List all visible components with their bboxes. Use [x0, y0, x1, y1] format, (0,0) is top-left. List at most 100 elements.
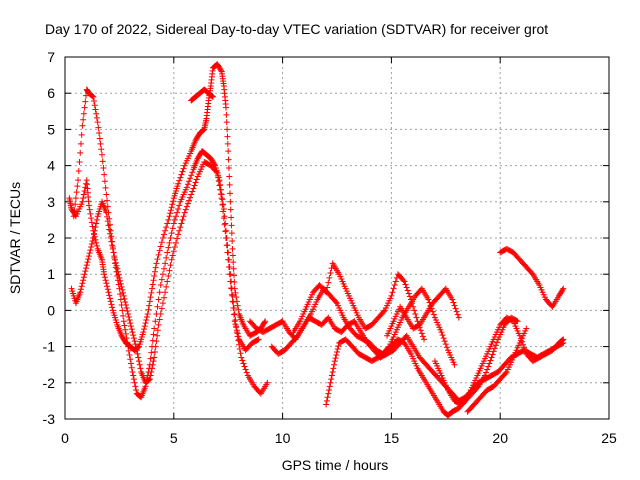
track-3-point: [169, 252, 176, 259]
track-8-point: [324, 394, 331, 401]
track-2-point: [132, 383, 139, 390]
track-2-point: [76, 158, 83, 165]
track-3-point: [93, 220, 100, 227]
track-2-point: [94, 119, 101, 126]
track-3-point: [93, 216, 100, 223]
track-11-point: [513, 317, 520, 324]
y-tick-label: -1: [43, 339, 56, 355]
track-2-point: [70, 213, 77, 220]
x-tick-label: 10: [275, 430, 291, 446]
track-9-point: [454, 311, 461, 318]
track-7-point: [405, 290, 412, 297]
track-3-point: [235, 333, 242, 340]
track-2-point: [187, 175, 194, 182]
track-3-point: [91, 227, 98, 234]
track-7-point: [392, 278, 399, 285]
track-1-point: [104, 283, 111, 290]
track-2-point: [168, 230, 175, 237]
track-2-point: [238, 354, 245, 361]
track-6-point: [442, 341, 449, 348]
track-2-point: [241, 363, 248, 370]
track-1-point: [147, 294, 154, 301]
track-7-point: [417, 327, 424, 334]
track-3-point: [106, 226, 113, 233]
track-11-point: [491, 345, 498, 352]
track-1-point: [167, 207, 174, 214]
track-1-point: [161, 231, 168, 238]
track-2-point: [101, 178, 108, 185]
track-1-point: [83, 180, 90, 187]
track-3-point: [126, 317, 133, 324]
track-2-point: [169, 225, 176, 232]
track-2-point: [161, 265, 168, 272]
track-1-point: [157, 243, 164, 250]
track-1-point: [141, 323, 148, 330]
track-2-point: [91, 102, 98, 109]
track-2-point: [183, 184, 190, 191]
track-3-point: [163, 283, 170, 290]
track-3-point: [145, 377, 152, 384]
track-3-point: [193, 176, 200, 183]
track-3-point: [123, 304, 130, 311]
track-3-point: [175, 231, 182, 238]
track-1-point: [163, 224, 170, 231]
track-1-point: [153, 260, 160, 267]
track-3-point: [166, 267, 173, 274]
track-3-point: [131, 338, 138, 345]
track-3-point: [105, 222, 112, 229]
y-tick-label: 3: [47, 194, 55, 210]
track-3-point: [104, 213, 111, 220]
track-7-point: [390, 285, 397, 292]
track-3-point: [151, 354, 158, 361]
track-2-point: [184, 181, 191, 188]
track-3-point: [162, 289, 169, 296]
track-12-point: [523, 325, 530, 332]
track-8-point: [329, 368, 336, 375]
track-7-point: [411, 307, 418, 314]
track-2-point: [80, 110, 87, 117]
track-7-point: [409, 300, 416, 307]
track-1-point: [143, 314, 150, 321]
track-1-point: [261, 319, 268, 326]
track-3-point: [234, 330, 241, 337]
track-1-point: [223, 111, 230, 118]
track-3-point: [231, 318, 238, 325]
track-9-point: [455, 314, 462, 321]
track-11-point: [514, 318, 521, 325]
track-1-point: [176, 177, 183, 184]
track-1-point: [152, 264, 159, 271]
track-1-point: [101, 271, 108, 278]
track-1-point: [228, 222, 235, 229]
track-3-point: [125, 314, 132, 321]
data-marks: [66, 61, 567, 419]
track-1-point: [89, 223, 96, 230]
track-1-point: [229, 245, 236, 252]
track-3-point: [215, 178, 222, 185]
track-7-point: [323, 289, 330, 296]
track-2-point: [92, 106, 99, 113]
track-13-point: [528, 269, 535, 276]
track-2-point: [149, 337, 156, 344]
track-7-point: [322, 288, 329, 295]
track-1-point: [88, 215, 95, 222]
track-7-point: [324, 284, 331, 291]
track-3-point: [217, 186, 224, 193]
track-1-point: [107, 298, 114, 305]
track-3-point: [191, 182, 198, 189]
track-1-point: [169, 201, 176, 208]
track-7-point: [402, 281, 409, 288]
track-3-point: [83, 265, 90, 272]
track-3-point: [80, 277, 87, 284]
track-2-point: [96, 135, 103, 142]
track-3-point: [109, 242, 116, 249]
track-2-point: [75, 168, 82, 175]
track-8-point: [328, 372, 335, 379]
track-2-point: [152, 318, 159, 325]
track-3-point: [183, 203, 190, 210]
track-7-point: [380, 308, 387, 315]
track-4-point: [208, 92, 215, 99]
track-2-point: [88, 92, 95, 99]
track-2-point: [175, 206, 182, 213]
track-2-point: [264, 379, 271, 386]
track-1-point: [175, 180, 182, 187]
